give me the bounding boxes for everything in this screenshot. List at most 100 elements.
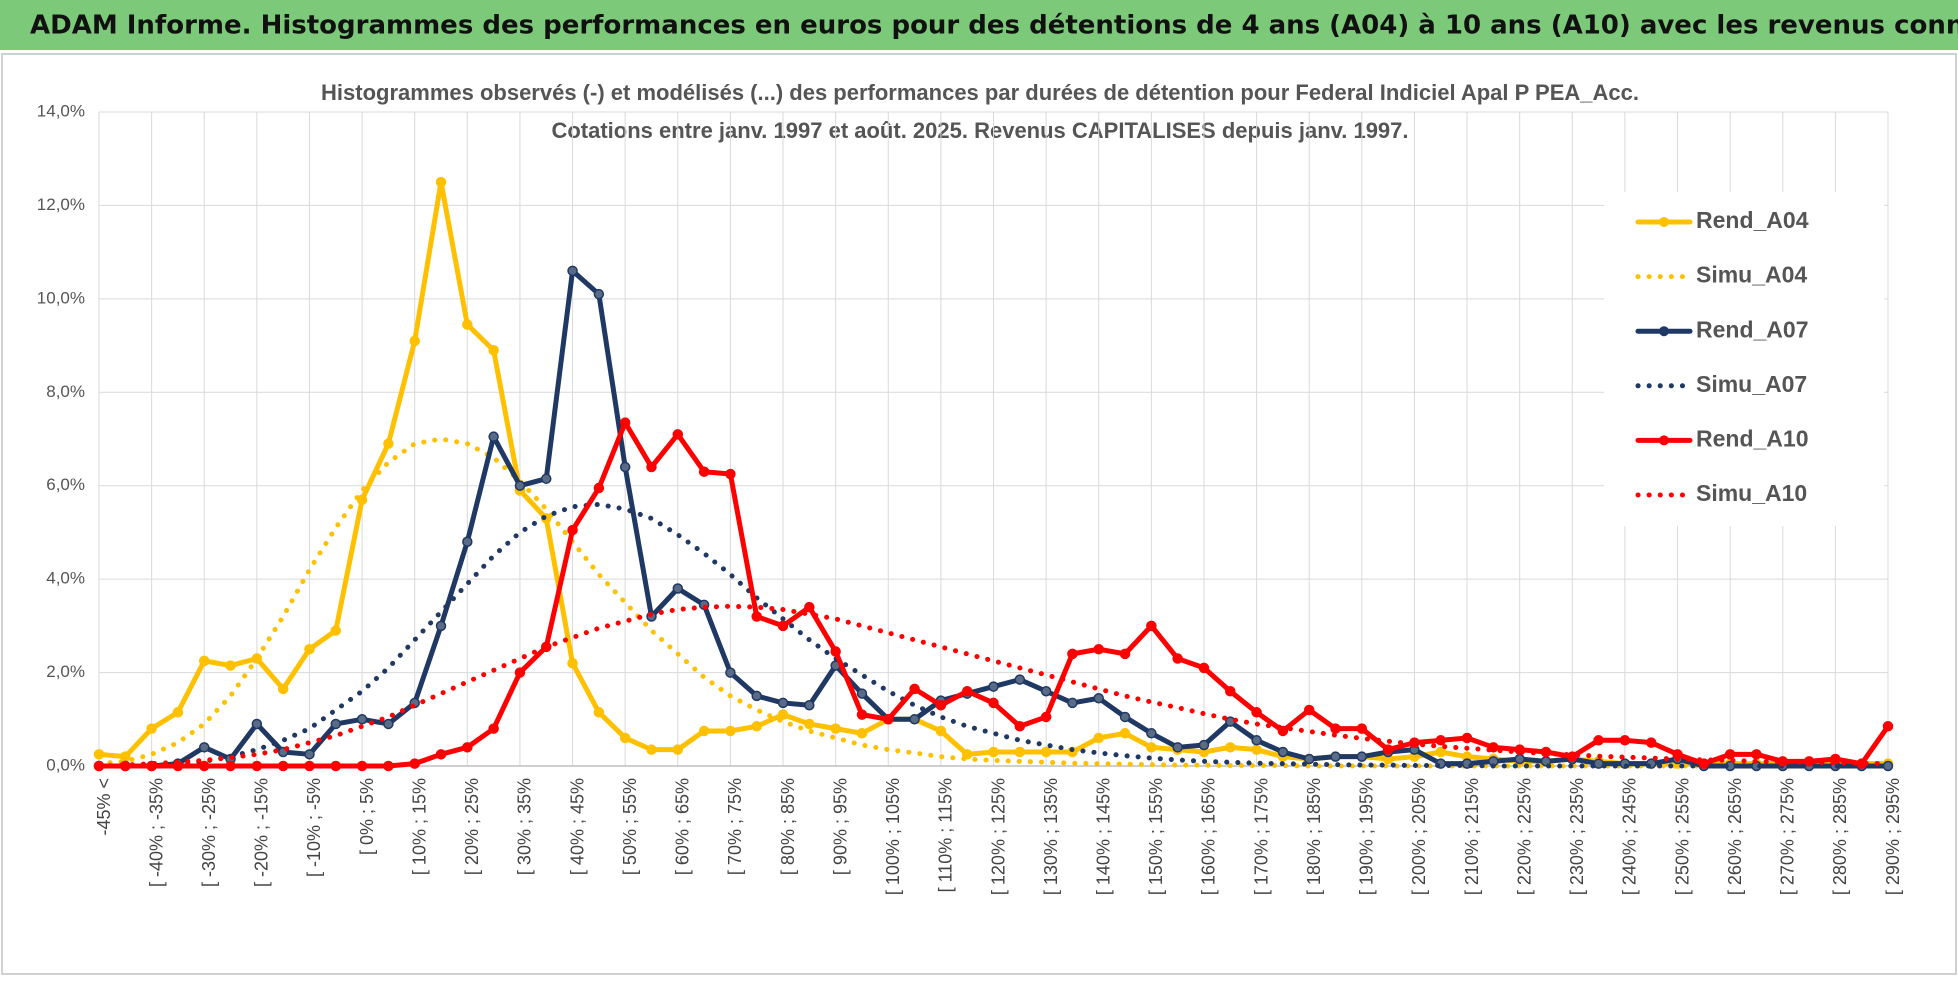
point — [198, 760, 210, 772]
x-tick-label: [ 120% ; 125% — [988, 778, 1008, 895]
point — [698, 725, 710, 737]
x-tick-label: [ 230% ; 235% — [1567, 778, 1587, 895]
point — [619, 732, 631, 744]
legend-label: Simu_A10 — [1696, 480, 1807, 506]
legend-marker — [1659, 326, 1669, 337]
legend-label: Simu_A04 — [1696, 262, 1807, 288]
point — [1093, 693, 1104, 704]
point — [383, 718, 394, 730]
point — [1356, 723, 1368, 734]
point — [1093, 732, 1104, 744]
point — [356, 760, 368, 772]
point — [935, 725, 947, 737]
point — [1198, 662, 1210, 674]
point — [1040, 711, 1052, 723]
x-tick-label: [ 160% ; 165% — [1199, 778, 1219, 895]
x-tick-label: [ 110% ; 115% — [936, 778, 956, 892]
point — [883, 714, 894, 725]
point — [777, 709, 789, 720]
x-tick-label: [ -30% ; -25% — [199, 778, 219, 887]
point — [698, 466, 710, 477]
x-tick-label: -45% < — [94, 778, 114, 836]
point — [1198, 739, 1210, 751]
point — [198, 655, 210, 667]
x-tick-label: [ 20% ; 25% — [462, 778, 482, 875]
y-tick-label: 10,0% — [37, 288, 85, 307]
point — [672, 429, 684, 440]
x-tick-label: [ 270% ; 275% — [1778, 778, 1798, 895]
point — [1251, 735, 1262, 746]
point — [1645, 737, 1657, 748]
point — [1882, 721, 1894, 732]
chart-title: Histogrammes observés (-) et modélisés (… — [321, 80, 1639, 105]
point — [1277, 746, 1289, 758]
point — [1119, 648, 1131, 660]
point — [935, 700, 947, 711]
x-tick-label: [ 100% ; 105% — [883, 778, 903, 895]
y-tick-label: 12,0% — [37, 195, 85, 214]
legend-label: Rend_A04 — [1696, 207, 1809, 233]
point — [1040, 746, 1052, 758]
point — [251, 760, 263, 772]
point — [1172, 742, 1183, 753]
x-tick-label: [ 130% ; 135% — [1041, 778, 1061, 895]
point — [409, 758, 420, 769]
x-tick-label: [ 70% ; 75% — [725, 778, 745, 875]
x-tick-label: [ 80% ; 85% — [778, 778, 798, 875]
point — [593, 482, 605, 494]
x-tick-label: [ -40% ; -35% — [146, 778, 166, 887]
model-line — [96, 436, 1891, 769]
point — [567, 657, 578, 669]
point — [567, 524, 578, 536]
x-tick-label: [ 290% ; 295% — [1883, 778, 1903, 895]
point — [251, 718, 263, 730]
point — [988, 697, 999, 709]
point — [93, 749, 105, 760]
point — [856, 688, 868, 699]
point — [725, 725, 736, 737]
point — [541, 473, 552, 484]
point — [909, 714, 920, 725]
x-tick-label: [ 10% ; 15% — [409, 778, 429, 875]
point — [330, 760, 342, 772]
point — [488, 431, 499, 442]
chart-subtitle: Cotations entre janv. 1997 et août. 2025… — [551, 118, 1408, 143]
x-tick-label: [ 40% ; 45% — [567, 778, 587, 875]
point — [304, 643, 315, 655]
point — [619, 461, 631, 473]
point — [593, 288, 605, 300]
header-title: ADAM Informe. Histogrammes des performan… — [30, 11, 1958, 41]
point — [225, 660, 236, 671]
point — [646, 744, 657, 755]
y-tick-label: 0,0% — [46, 755, 85, 774]
legend-marker — [1659, 435, 1669, 446]
point — [330, 718, 342, 730]
point — [462, 319, 473, 330]
point — [514, 667, 526, 678]
model-line — [96, 501, 1891, 769]
point — [961, 686, 973, 697]
point — [1303, 704, 1315, 716]
point — [1330, 751, 1341, 762]
x-tick-label: [ -20% ; -15% — [252, 778, 272, 887]
point — [1461, 732, 1473, 744]
point — [804, 601, 815, 613]
x-tick-label: [ -10% ; -5% — [304, 778, 324, 877]
x-tick-label: [ 210% ; 215% — [1462, 778, 1482, 895]
point — [1593, 735, 1604, 746]
y-tick-label: 4,0% — [46, 569, 85, 588]
point — [725, 468, 736, 480]
point — [777, 697, 789, 709]
point — [751, 721, 762, 732]
point — [488, 723, 499, 734]
x-tick-label: [ 150% ; 155% — [1146, 778, 1166, 895]
x-tick-label: [ 190% ; 195% — [1357, 778, 1377, 895]
point — [1014, 746, 1026, 758]
x-tick-label: [ 240% ; 245% — [1620, 778, 1640, 895]
legend-label: Rend_A07 — [1696, 316, 1808, 342]
point — [830, 646, 841, 657]
x-tick-label: [ 90% ; 95% — [830, 778, 850, 875]
y-tick-label: 6,0% — [46, 475, 85, 494]
